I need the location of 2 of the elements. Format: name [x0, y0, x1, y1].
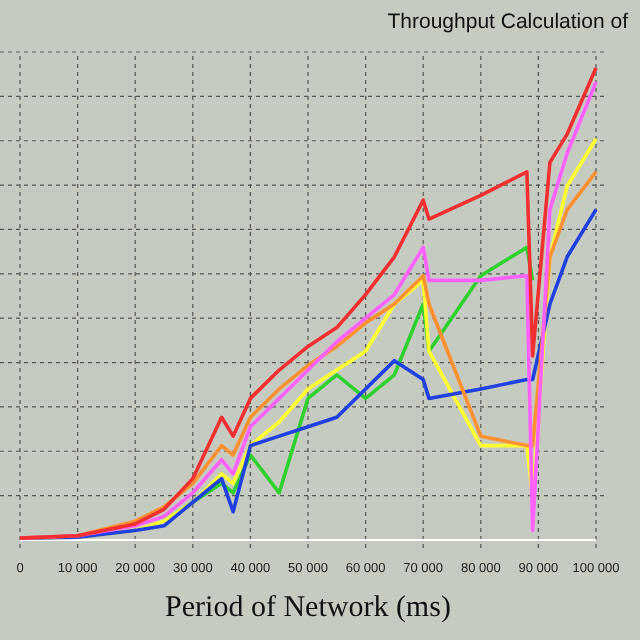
x-axis-title: Period of Network (ms) — [165, 592, 451, 624]
chart-title: Throughput Calculation of — [387, 10, 629, 34]
